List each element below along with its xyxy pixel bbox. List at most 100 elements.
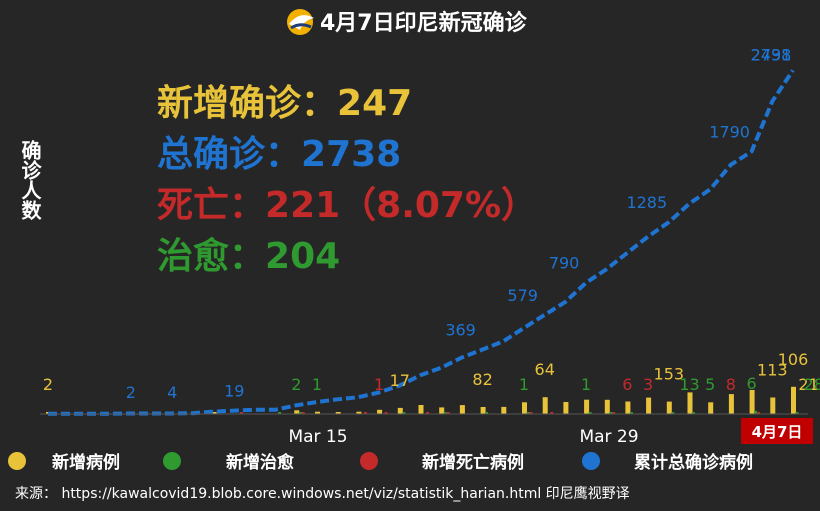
bar-value-label: 2 [43, 375, 53, 394]
bar-deaths-24 [550, 412, 554, 414]
logo-icon [287, 9, 314, 35]
bar-value-label: 1 [581, 375, 591, 394]
bar-new-35 [770, 397, 776, 414]
bar-new-23 [522, 402, 527, 414]
bar-recovered-19 [443, 412, 447, 414]
line-value-label: 790 [549, 254, 580, 273]
bar-new-13 [315, 411, 320, 414]
summary-total-label: 总确诊： [157, 134, 301, 175]
source-text: 来源： https://kawalcovid19.blob.core.windo… [15, 486, 630, 502]
summary-recovered: 治愈：204 [157, 235, 340, 277]
line-value-label: 2738 [751, 45, 792, 64]
bar-deaths-18 [426, 412, 429, 414]
highlight-date-badge [741, 418, 813, 444]
bar-deaths-16 [384, 412, 388, 414]
bar-new-8 [211, 412, 217, 414]
bar-deaths-12 [301, 412, 305, 414]
bar-new-16 [377, 409, 383, 414]
bar-value-label: 17 [390, 371, 410, 390]
bar-new-17 [397, 407, 403, 414]
summary-new-cases: 新增确诊：247 [157, 83, 412, 124]
bar-value-label: 1 [374, 375, 384, 394]
bar-recovered-30 [671, 412, 675, 414]
bar-value-label: 106 [778, 350, 809, 369]
summary-deaths-value: 221（8.07%） [265, 185, 537, 226]
bar-deaths-27 [612, 412, 616, 414]
bar-new-19 [439, 407, 445, 414]
bar-recovered-11 [278, 412, 282, 414]
bar-value-label: 5 [705, 375, 715, 394]
bar-deaths-23 [529, 412, 533, 414]
bar-recovered-17 [402, 412, 406, 414]
legend-marker-new [8, 452, 26, 470]
bar-new-29 [646, 397, 652, 414]
summary-total-value: 2738 [301, 134, 401, 175]
data-labels-group: 2241921117821641631531358611310621828369… [43, 45, 820, 402]
bar-new-20 [459, 405, 465, 414]
bars-group [46, 386, 799, 415]
bar-new-32 [708, 402, 714, 414]
bar-new-25 [563, 402, 569, 414]
bar-value-label: 2 [291, 375, 301, 394]
summary-deaths: 死亡：221（8.07%） [157, 185, 537, 226]
bar-value-label: 2 [126, 383, 136, 402]
bar-value-label: 3 [643, 375, 653, 394]
bar-deaths-15 [363, 412, 367, 414]
bar-value-label: 6 [622, 375, 632, 394]
bar-value-label: 19 [224, 382, 244, 401]
summary-deaths-label: 死亡： [157, 185, 265, 226]
legend-label-recovered: 新增治愈 [226, 452, 295, 473]
bar-value-label: 28 [804, 375, 820, 394]
chart-title: 4月7日印尼新冠确诊 [320, 10, 528, 36]
bar-new-27 [604, 399, 610, 414]
line-value-label: 1790 [709, 122, 750, 141]
bar-value-label: 8 [726, 375, 736, 394]
legend-marker-deaths [360, 452, 378, 470]
bar-new-22 [501, 406, 507, 415]
line-value-label: 1285 [626, 193, 667, 212]
bar-value-label: 6 [747, 374, 757, 393]
x-tick-mar-29: Mar 29 [579, 427, 638, 447]
legend: 新增病例 新增治愈 新增死亡病例 累计总确诊病例 [8, 452, 753, 473]
bar-new-28 [625, 401, 631, 414]
bar-deaths-34 [757, 412, 761, 414]
summary-new-label: 新增确诊： [157, 83, 337, 124]
summary-total: 总确诊：2738 [157, 134, 401, 175]
bar-recovered-23 [526, 412, 530, 414]
bar-new-21 [480, 407, 486, 414]
bar-value-label: 82 [472, 370, 492, 389]
bar-new-24 [542, 397, 548, 414]
bar-new-14 [335, 412, 341, 414]
bar-recovered-31 [692, 412, 695, 414]
y-axis-label: 确诊人数 [18, 139, 42, 221]
bar-value-label: 1 [312, 375, 322, 394]
bar-recovered-28 [629, 412, 633, 414]
bar-deaths-19 [446, 412, 450, 414]
bar-value-label: 13 [679, 375, 699, 394]
bar-value-label: 153 [654, 365, 685, 384]
bar-new-34 [749, 390, 755, 414]
line-value-label: 579 [507, 286, 538, 305]
bar-recovered-26 [588, 412, 592, 414]
bar-value-label: 64 [535, 360, 555, 379]
bar-new-15 [356, 411, 362, 414]
line-value-label: 2491 [751, 45, 792, 64]
bar-new-30 [666, 401, 672, 414]
bar-new-36 [791, 386, 796, 414]
bar-value-label: 113 [757, 361, 788, 380]
legend-label-deaths: 新增死亡病例 [422, 452, 524, 473]
bar-new-31 [687, 392, 693, 414]
summary-recovered-value: 204 [265, 236, 340, 277]
legend-marker-total [582, 452, 600, 470]
bar-deaths-9 [239, 412, 243, 414]
bar-value-label: 1 [519, 375, 529, 394]
bar-new-12 [294, 410, 300, 414]
bar-value-label: 218 [798, 375, 820, 394]
bar-new-26 [584, 399, 590, 414]
bar-value-label: 4 [167, 383, 177, 402]
legend-label-new: 新增病例 [52, 452, 120, 473]
bar-recovered-36 [795, 412, 799, 414]
bar-new-18 [418, 405, 424, 414]
legend-label-total: 累计总确诊病例 [634, 452, 753, 473]
